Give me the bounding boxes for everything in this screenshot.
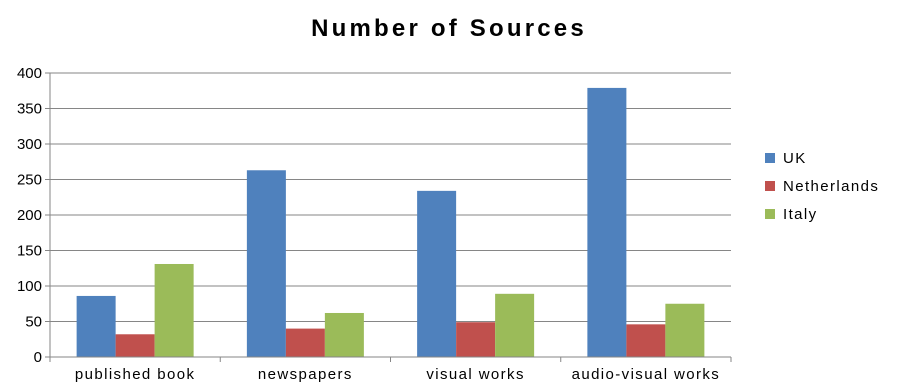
- axes: [45, 72, 732, 362]
- bar-uk-2: [417, 190, 457, 357]
- bar-italy-2: [495, 293, 535, 357]
- bar-netherlands-3: [626, 324, 666, 357]
- y-tick-label: 300: [17, 136, 42, 153]
- y-tick-label: 400: [17, 65, 42, 82]
- legend-swatch-netherlands: [765, 181, 775, 191]
- bar-netherlands-2: [456, 322, 496, 357]
- x-category-label: published book: [75, 366, 196, 383]
- y-axis-tick-labels: 0 50 100 150 200 250 300 350 400: [17, 65, 42, 366]
- bars: [76, 87, 705, 357]
- legend-label: UK: [783, 150, 807, 167]
- legend-label: Netherlands: [783, 178, 879, 195]
- bar-uk-0: [76, 295, 116, 357]
- legend-label: Italy: [783, 206, 818, 223]
- x-category-label: visual works: [426, 366, 525, 383]
- bar-italy-3: [665, 303, 705, 357]
- y-tick-label: 250: [17, 172, 42, 189]
- x-category-label: newspapers: [258, 366, 353, 383]
- bar-netherlands-1: [285, 328, 325, 357]
- legend-swatch-uk: [765, 153, 775, 163]
- bar-netherlands-0: [115, 334, 155, 357]
- y-tick-label: 100: [17, 278, 42, 295]
- bar-uk-1: [246, 170, 286, 357]
- x-axis-category-labels: published book newspapers visual works audi…: [75, 366, 721, 383]
- y-tick-label: 50: [25, 314, 42, 331]
- bar-uk-3: [587, 87, 627, 357]
- y-tick-label: 150: [17, 243, 42, 260]
- y-tick-label: 200: [17, 207, 42, 224]
- legend: UK Netherlands Italy: [765, 150, 879, 223]
- bar-italy-0: [154, 263, 194, 357]
- y-tick-label: 0: [34, 349, 42, 366]
- legend-swatch-italy: [765, 209, 775, 219]
- chart-title: Number of Sources: [311, 15, 587, 42]
- bar-italy-1: [324, 312, 364, 357]
- gridlines: [50, 72, 731, 322]
- y-tick-label: 350: [17, 101, 42, 118]
- x-category-label: audio-visual works: [572, 366, 721, 383]
